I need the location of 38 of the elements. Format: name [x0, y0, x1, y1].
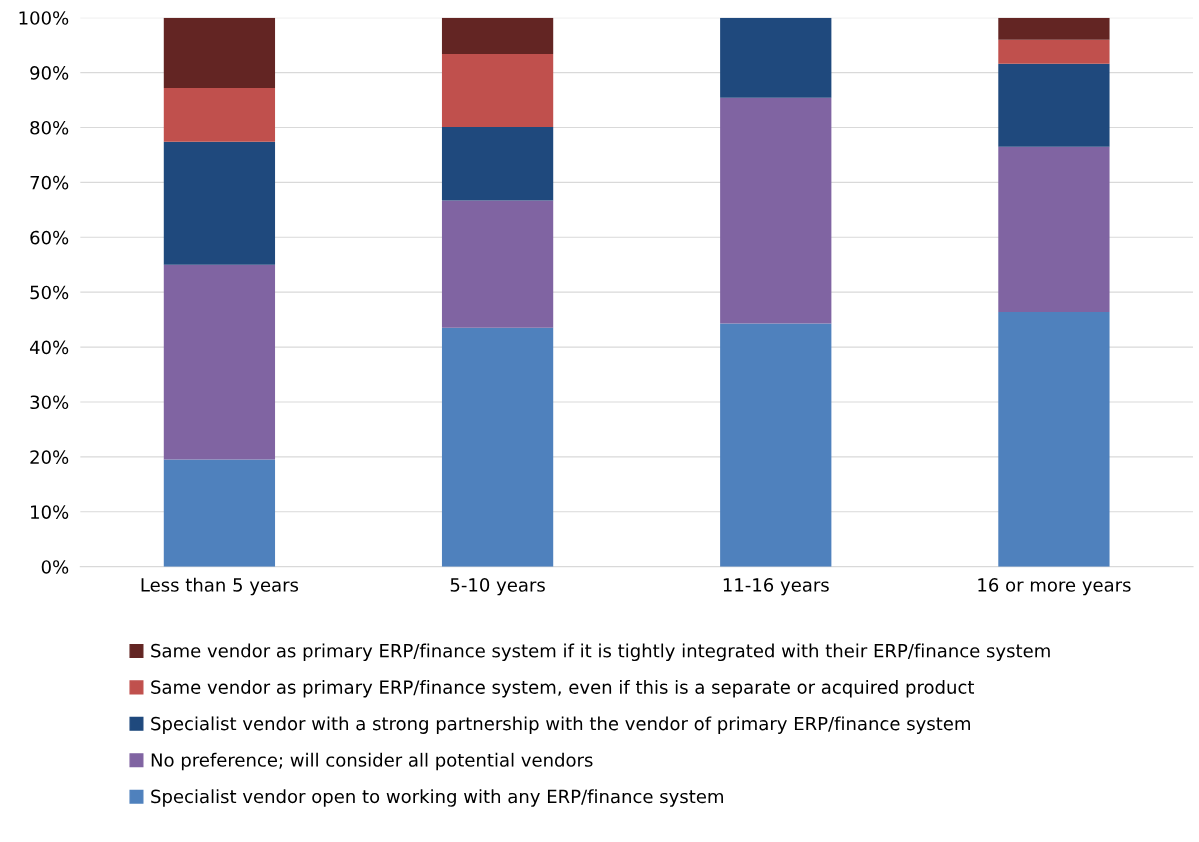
y-tick-label: 60%	[30, 230, 69, 245]
y-tick-label: 70%	[30, 175, 69, 190]
bar	[163, 264, 276, 460]
bar	[998, 146, 1110, 312]
legend-label: Specialist vendor open to working with any ERP/finance system	[151, 789, 723, 807]
legend-label: Same vendor as primary ERP/finance system, even if this is a separate or acquired product	[151, 679, 975, 698]
bar	[720, 17, 832, 98]
y-tick-label: 10%	[31, 505, 69, 519]
bar	[720, 97, 832, 324]
bar	[441, 53, 554, 127]
bar	[998, 39, 1110, 64]
x-tick-label: 11-16 years	[723, 578, 829, 596]
y-tick-label: 80%	[30, 120, 69, 135]
bar	[998, 17, 1110, 40]
x-tick-label: 16 or more years	[978, 578, 1131, 596]
legend-label: No preference; will consider all potential vendors	[151, 752, 593, 771]
y-tick-label: 40%	[29, 340, 69, 355]
y-tick-label: 50%	[30, 285, 69, 300]
x-tick-label: 5-10 years	[450, 578, 545, 596]
y-tick-label: 20%	[30, 450, 69, 464]
bar	[441, 327, 554, 567]
y-tick-label: 30%	[30, 395, 69, 410]
bar	[441, 126, 554, 201]
y-tick-label: 90%	[30, 66, 69, 80]
bar	[163, 87, 276, 142]
bar	[163, 17, 276, 88]
bar	[441, 17, 554, 54]
bar	[441, 200, 554, 328]
bar	[998, 311, 1110, 567]
bar	[998, 63, 1110, 147]
bar	[163, 141, 276, 265]
y-tick-label: 0%	[41, 560, 69, 574]
bar	[720, 323, 832, 567]
x-tick-label: Less than 5 years	[141, 577, 299, 596]
y-tick-label: 100%	[19, 11, 69, 25]
bar	[163, 459, 276, 567]
legend-label: Same vendor as primary ERP/finance system if it is tightly integrated with their ERP/finance system	[151, 643, 1050, 662]
legend-label: Specialist vendor with a strong partnership with the vendor of primary ERP/finance system	[151, 716, 970, 734]
